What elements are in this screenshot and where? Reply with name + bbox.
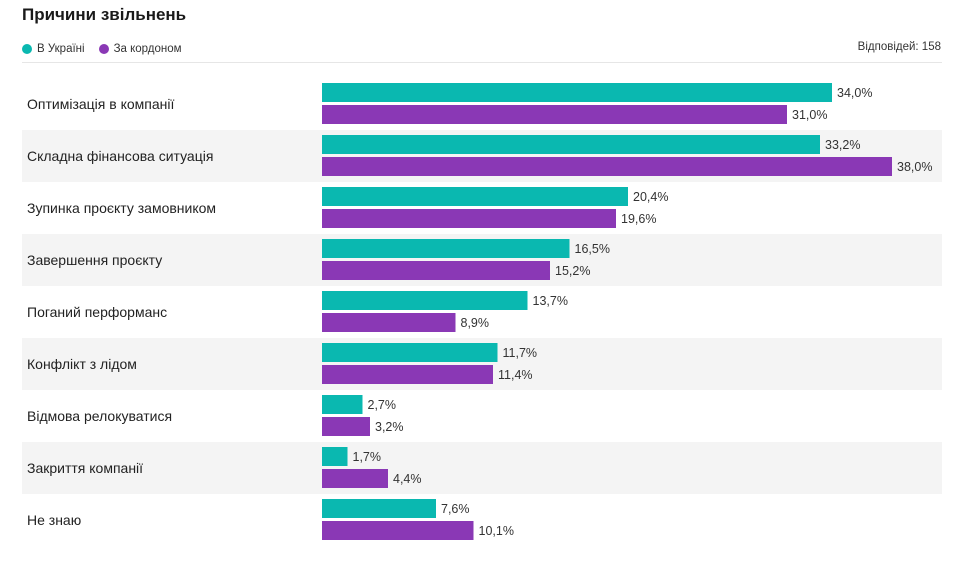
legend: В Україні За кордоном [22,41,196,57]
category-label: Складна фінансова ситуація [27,148,213,164]
category-label: Завершення проєкту [27,252,162,268]
value-label-abroad: 4,4% [393,472,422,486]
bar-abroad [322,365,493,384]
bar-abroad [322,261,550,280]
value-label-abroad: 19,6% [621,212,656,226]
category-label: Зупинка проєкту замовником [27,200,216,216]
bar-abroad [322,313,456,332]
value-label-ukraine: 11,7% [503,346,538,360]
bar-abroad [322,417,370,436]
value-label-abroad: 10,1% [479,524,514,538]
bar-ukraine [322,499,436,518]
value-label-ukraine: 34,0% [837,86,872,100]
value-label-abroad: 38,0% [897,160,932,174]
bar-abroad [322,469,388,488]
value-label-ukraine: 20,4% [633,190,668,204]
legend-item-abroad[interactable]: За кордоном [98,43,182,55]
value-label-ukraine: 16,5% [575,242,610,256]
header-divider [22,62,942,63]
category-label: Закриття компанії [27,460,143,476]
bar-ukraine [322,343,498,362]
row-stripe [22,442,942,494]
bar-abroad [322,521,474,540]
legend-item-ukraine[interactable]: В Україні [22,43,85,55]
value-label-ukraine: 33,2% [825,138,860,152]
bar-ukraine [322,395,363,414]
category-label: Відмова релокуватися [27,408,172,424]
value-label-abroad: 3,2% [375,420,404,434]
bar-abroad [322,209,616,228]
legend-label-ukraine: В Україні [37,43,85,55]
bar-abroad [322,157,892,176]
value-label-abroad: 11,4% [498,368,533,382]
value-label-ukraine: 13,7% [533,294,568,308]
value-label-ukraine: 2,7% [368,398,397,412]
category-label: Оптимізація в компанії [27,96,174,112]
bar-ukraine [322,239,570,258]
value-label-abroad: 8,9% [461,316,490,330]
bar-ukraine [322,291,528,310]
category-label: Поганий перформанс [27,304,167,320]
responses-count: Відповідей: 158 [857,41,941,53]
bar-ukraine [322,447,348,466]
legend-label-abroad: За кордоном [113,43,182,55]
bar-ukraine [322,187,628,206]
legend-dot-ukraine-icon [22,44,32,54]
bar-ukraine [322,135,820,154]
category-label: Не знаю [27,512,81,528]
value-label-ukraine: 1,7% [353,450,382,464]
value-label-abroad: 31,0% [792,108,827,122]
category-label: Конфлікт з лідом [27,356,137,372]
legend-dot-abroad-icon [98,44,109,54]
bar-ukraine [322,83,832,102]
value-label-ukraine: 7,6% [441,502,470,516]
bar-abroad [322,105,787,124]
chart-title: Причини звільнень [22,5,187,24]
value-label-abroad: 15,2% [555,264,590,278]
